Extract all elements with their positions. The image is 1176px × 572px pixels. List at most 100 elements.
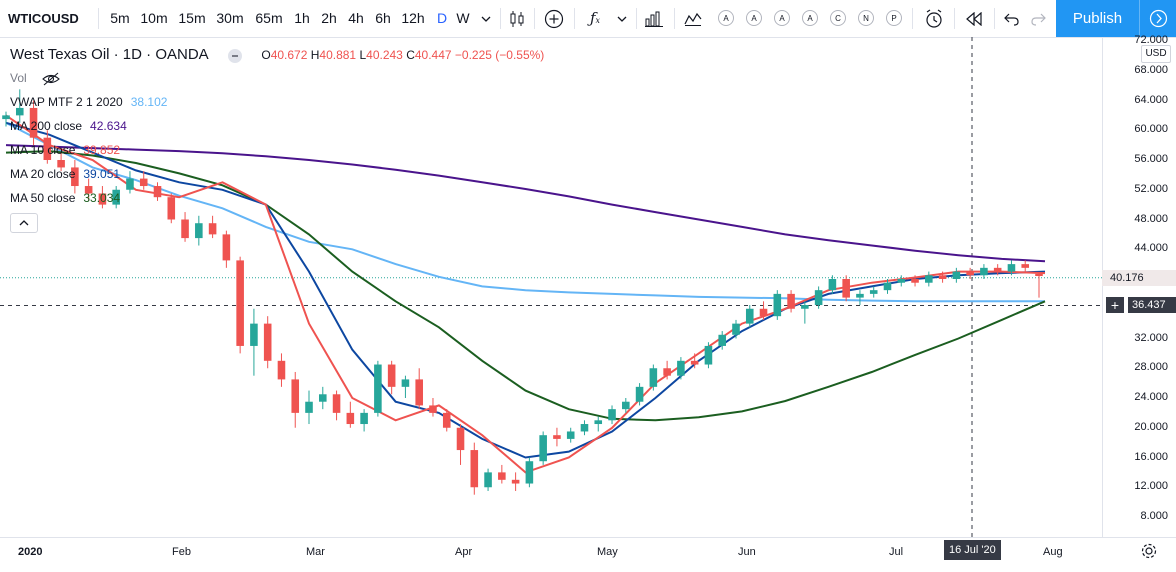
interval-12h[interactable]: 12h: [401, 10, 425, 26]
toolbar-divider: [98, 8, 99, 29]
candle-body: [332, 394, 341, 413]
interval-10m[interactable]: 10m: [140, 10, 168, 26]
indicator-name: VWAP MTF 2 1 2020: [10, 95, 123, 109]
candle-body: [29, 107, 38, 138]
time-tick-label: Feb: [172, 546, 191, 558]
interval-5m[interactable]: 5m: [110, 10, 130, 26]
indicator-legend-row[interactable]: VWAP MTF 2 1 2020 38.102: [10, 95, 167, 109]
toolbar-divider: [534, 8, 535, 29]
indicator-shortcut-a[interactable]: A: [746, 10, 762, 26]
candle-body: [442, 412, 451, 428]
candle-body: [690, 360, 699, 365]
candle-body: [1021, 264, 1030, 268]
candle-body: [222, 234, 231, 261]
ma-series-line: [5, 144, 1046, 263]
candle-body: [2, 115, 10, 120]
symbol-search[interactable]: WTICOUSD: [8, 11, 79, 26]
candle-body: [98, 193, 107, 205]
symbol-title[interactable]: West Texas Oil · 1D · OANDA: [10, 46, 209, 63]
candle-body: [277, 360, 286, 380]
interval-4h[interactable]: 4h: [348, 10, 364, 26]
indicator-value: 33.034: [83, 191, 121, 205]
toolbar-divider: [912, 8, 913, 29]
candle-body: [484, 472, 492, 488]
publish-dropdown-button[interactable]: [1139, 0, 1176, 37]
price-tick-label: 16.000: [1134, 450, 1168, 463]
price-tick-label: 48.000: [1134, 212, 1168, 225]
indicator-legend-row[interactable]: MA 10 close 39.852: [10, 143, 120, 157]
candle-body: [374, 364, 382, 413]
indicators-dropdown-chevron-icon[interactable]: [614, 0, 630, 37]
candle-body: [139, 178, 148, 187]
candle-body: [814, 290, 823, 306]
candles-style-icon[interactable]: [506, 0, 528, 37]
candle-body: [553, 435, 561, 439]
indicator-value: 42.634: [90, 119, 127, 133]
candle-body: [498, 472, 506, 480]
indicator-legend-row[interactable]: MA 20 close 39.051: [10, 167, 120, 181]
indicator-value: 38.102: [130, 95, 168, 109]
indicator-shortcut-c[interactable]: C: [830, 10, 846, 26]
price-tick-label: 20.000: [1134, 420, 1168, 433]
candle-body: [208, 223, 217, 235]
indicator-name: MA 10 close: [10, 143, 76, 157]
price-tick-label: 52.000: [1134, 182, 1168, 195]
compare-add-icon[interactable]: [542, 0, 566, 37]
candle-body: [387, 364, 396, 387]
indicator-shortcut-a[interactable]: A: [718, 10, 734, 26]
volume-label[interactable]: Vol: [10, 71, 27, 85]
ma-series-line: [5, 121, 1046, 459]
indicators-templates-icon[interactable]: [682, 0, 704, 37]
price-tick-label: 24.000: [1134, 391, 1168, 403]
alert-clock-icon[interactable]: [922, 0, 946, 37]
candle-body: [787, 293, 795, 309]
interval-15m[interactable]: 15m: [178, 10, 206, 26]
chart-pane[interactable]: West Texas Oil · 1D · OANDA O40.672 H40.…: [0, 37, 1102, 537]
collapse-legend-button[interactable]: [10, 213, 38, 233]
indicator-shortcut-p[interactable]: P: [886, 10, 902, 26]
price-tick-label: 68.000: [1134, 63, 1168, 76]
candle-body: [470, 450, 479, 488]
add-plus-icon[interactable]: +: [1106, 297, 1124, 314]
interval-6h[interactable]: 6h: [375, 10, 391, 26]
indicators-fx-icon[interactable]: ƒx: [589, 9, 601, 27]
interval-2h[interactable]: 2h: [321, 10, 337, 26]
undo-icon[interactable]: [1000, 0, 1022, 37]
legend-settings-icon[interactable]: [228, 48, 242, 63]
price-tick-label: 56.000: [1134, 153, 1168, 165]
bar-replay-icon[interactable]: [962, 0, 986, 37]
redo-icon[interactable]: [1028, 0, 1050, 37]
candle-body: [608, 409, 616, 421]
last-price-badge: 40.176: [1102, 269, 1176, 286]
time-tick-label: Apr: [455, 546, 473, 558]
financials-bar-chart-icon[interactable]: [642, 0, 666, 37]
interval-d[interactable]: D: [436, 10, 448, 26]
settings-gear-icon[interactable]: [1140, 542, 1158, 565]
indicator-shortcut-n[interactable]: N: [858, 10, 874, 26]
interval-1h[interactable]: 1h: [294, 10, 310, 26]
candle-body: [925, 275, 933, 283]
indicator-shortcut-a[interactable]: A: [802, 10, 818, 26]
time-axis[interactable]: 2020 Feb Mar Apr May Jun Jul Aug 16 Jul '20: [0, 537, 1176, 572]
interval-30m[interactable]: 30m: [216, 10, 244, 26]
candle-body: [167, 197, 176, 220]
price-axis[interactable]: 72.000 68.000 64.000 60.000 56.000 52.000 48.0…: [1102, 34, 1176, 537]
ma-series-line: [5, 121, 1045, 303]
candle-body: [415, 379, 423, 406]
top-toolbar: WTICOUSD 5m 10m 15m 30m 65m 1h 2h 4h 6h 12h D W ƒx …: [0, 0, 1176, 38]
candle-body: [635, 386, 644, 402]
currency-label[interactable]: USD: [1141, 45, 1171, 63]
interval-dropdown-chevron-icon[interactable]: [478, 0, 494, 37]
price-tick-label: 44.000: [1134, 242, 1168, 255]
candle-body: [828, 279, 837, 291]
publish-button[interactable]: Publish: [1056, 0, 1139, 37]
indicator-shortcut-a[interactable]: A: [774, 10, 790, 26]
indicator-legend-row[interactable]: MA 50 close 33.034: [10, 191, 120, 205]
hidden-eye-icon[interactable]: [42, 72, 60, 86]
interval-w[interactable]: W: [456, 10, 470, 26]
candle-body: [15, 107, 24, 116]
interval-65m[interactable]: 65m: [255, 10, 283, 26]
indicator-name: MA 50 close: [10, 191, 76, 205]
indicator-legend-row[interactable]: MA 200 close 42.634: [10, 119, 127, 133]
candle-body: [360, 412, 368, 425]
